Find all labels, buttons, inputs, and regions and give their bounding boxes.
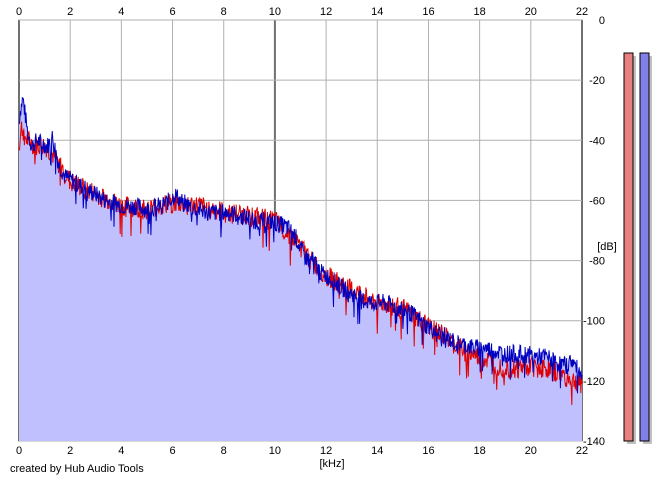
x-tick-label-top: 10: [269, 6, 281, 18]
x-tick-label-top: 20: [525, 6, 537, 18]
x-tick-label-bottom: 14: [371, 445, 383, 457]
x-tick-label-top: 2: [67, 6, 73, 18]
x-tick-label-bottom: 10: [269, 445, 281, 457]
x-tick-label-bottom: 8: [221, 445, 227, 457]
y-tick-labels: 0 -20 -40 -60 -80 -100 -120 -140: [583, 15, 605, 448]
level-meters: [623, 52, 652, 444]
x-tick-label-bottom: 2: [67, 445, 73, 457]
x-tick-label-top: 0: [16, 6, 22, 18]
level-meter-0: [623, 52, 634, 442]
spectrum-series-0: [18, 96, 583, 394]
x-tick-label-bottom: 4: [118, 445, 124, 457]
level-meter-1: [639, 52, 650, 442]
x-tick-label-top: 6: [169, 6, 175, 18]
y-tick-label: -120: [583, 376, 605, 388]
x-tick-label-top: 14: [371, 6, 383, 18]
x-tick-label-bottom: 0: [16, 445, 22, 457]
y-tick-label: -60: [589, 195, 605, 207]
spectrum-fill: [19, 97, 582, 442]
x-tick-label-top: 22: [576, 6, 588, 18]
x-tick-label-bottom: 6: [169, 445, 175, 457]
x-tick-label-bottom: 20: [525, 445, 537, 457]
x-tick-label-top: 8: [221, 6, 227, 18]
y-axis-label: [dB]: [597, 241, 617, 253]
y-tick-label: -20: [589, 75, 605, 87]
x-tick-labels-top: 0 2 4 6 8 10 12 14 16 18 20 22: [16, 6, 588, 18]
x-tick-label-top: 12: [320, 6, 332, 18]
y-tick-label: 0: [599, 15, 605, 27]
x-tick-label-top: 4: [118, 6, 124, 18]
y-tick-label: -100: [583, 316, 605, 328]
x-tick-label-top: 16: [422, 6, 434, 18]
x-tick-label-bottom: 18: [474, 445, 486, 457]
x-tick-labels-bottom: 0 2 4 6 8 10 12 14 16 18 20 22: [16, 445, 588, 457]
y-tick-label: -140: [583, 436, 605, 448]
x-tick-label-bottom: 22: [576, 445, 588, 457]
x-tick-label-bottom: 12: [320, 445, 332, 457]
spectrum-series: [18, 96, 583, 406]
x-tick-label-top: 18: [474, 6, 486, 18]
x-axis-label: [kHz]: [319, 458, 344, 470]
y-tick-label: -80: [589, 256, 605, 268]
credit-text: created by Hub Audio Tools: [10, 463, 144, 475]
y-tick-label: -40: [589, 135, 605, 147]
x-tick-label-bottom: 16: [422, 445, 434, 457]
spectrum-area-fill: [19, 97, 582, 442]
